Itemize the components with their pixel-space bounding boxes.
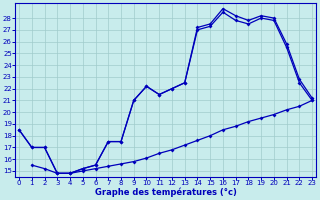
X-axis label: Graphe des températures (°c): Graphe des températures (°c) — [95, 188, 236, 197]
